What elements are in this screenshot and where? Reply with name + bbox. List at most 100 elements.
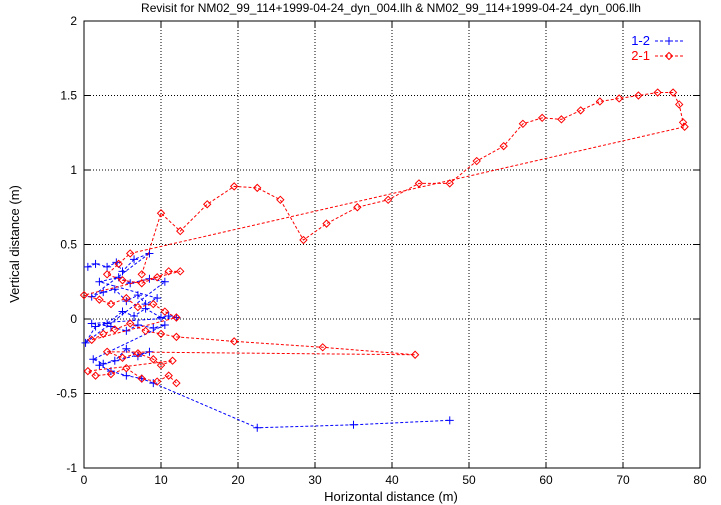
data-point — [149, 355, 158, 364]
data-point — [102, 270, 112, 279]
data-point — [157, 313, 165, 322]
data-point — [322, 219, 331, 228]
data-point — [137, 374, 146, 383]
data-point — [156, 360, 166, 370]
data-point — [83, 262, 92, 271]
x-tick-label: 70 — [616, 473, 630, 487]
series-1-2 — [81, 249, 454, 432]
data-point — [152, 273, 162, 282]
data-point — [678, 118, 688, 127]
data-point — [499, 141, 508, 151]
data-point — [110, 285, 119, 294]
data-point — [164, 267, 173, 276]
series-2-1 — [79, 88, 689, 388]
x-tick-label: 40 — [385, 473, 399, 487]
data-point — [118, 353, 127, 362]
data-point — [125, 319, 135, 328]
data-point — [110, 325, 120, 334]
y-tick-label: 0.5 — [60, 238, 77, 252]
data-point — [87, 335, 96, 345]
data-point — [99, 359, 108, 368]
x-tick-label: 0 — [81, 473, 88, 487]
data-point — [164, 371, 173, 380]
data-point — [95, 277, 104, 286]
data-point — [91, 259, 100, 268]
data-point — [576, 106, 585, 115]
data-point — [122, 293, 131, 303]
data-point — [172, 313, 181, 322]
legend-marker — [664, 51, 674, 61]
series-layer — [79, 88, 689, 432]
data-point — [95, 295, 104, 304]
data-point — [122, 363, 131, 373]
data-point — [229, 182, 239, 191]
data-point — [410, 350, 420, 359]
data-point — [122, 344, 131, 353]
data-point — [634, 91, 643, 100]
data-point — [537, 113, 547, 123]
data-point — [353, 203, 362, 212]
data-point — [349, 420, 358, 429]
data-point — [95, 361, 104, 370]
ticks: 0 10 20 30 40 50 60 70 80 -1 -0.5 0 0.5 1 1.5 2 — [56, 14, 707, 487]
data-point — [103, 262, 112, 271]
data-point — [118, 267, 127, 276]
data-point — [130, 312, 139, 321]
data-point — [160, 307, 170, 316]
y-tick-label: 1 — [70, 163, 77, 177]
x-axis-title: Horizontal distance (m) — [324, 489, 458, 504]
data-point — [114, 259, 123, 269]
data-point — [110, 356, 119, 365]
data-point — [168, 356, 177, 365]
data-point — [87, 319, 96, 328]
data-point — [81, 338, 90, 347]
data-point — [557, 115, 566, 124]
data-point — [106, 369, 116, 379]
data-point — [133, 291, 142, 300]
series-line — [82, 92, 686, 384]
data-point — [160, 277, 169, 286]
legend-label: 1-2 — [631, 33, 650, 48]
data-point — [253, 423, 262, 432]
data-point — [133, 349, 143, 358]
data-point — [383, 195, 393, 205]
data-point — [653, 88, 662, 97]
data-point — [614, 94, 624, 103]
data-point — [137, 374, 146, 383]
data-point — [153, 294, 162, 303]
data-point — [99, 288, 108, 297]
legend: 1-22-1 — [631, 33, 683, 63]
data-point — [202, 200, 212, 209]
data-point — [149, 323, 158, 332]
data-point — [276, 195, 285, 205]
data-point — [149, 299, 158, 309]
data-point — [156, 209, 166, 218]
data-point — [176, 267, 185, 276]
data-point — [125, 249, 135, 258]
data-point — [253, 183, 262, 193]
data-point — [141, 326, 150, 336]
data-point — [118, 276, 127, 285]
plot-frame — [83, 20, 701, 469]
x-tick-label: 50 — [462, 473, 476, 487]
data-point — [595, 97, 605, 106]
data-point — [229, 337, 239, 346]
data-point — [299, 235, 308, 245]
data-point — [668, 88, 678, 97]
data-point — [106, 299, 116, 309]
data-point — [137, 270, 146, 279]
data-point — [172, 332, 181, 342]
series-line — [85, 252, 450, 429]
data-point — [79, 290, 89, 300]
data-point — [445, 416, 454, 425]
data-point — [91, 371, 100, 380]
grid — [84, 21, 700, 468]
data-point — [172, 378, 181, 388]
data-point — [83, 366, 93, 376]
data-point — [102, 347, 112, 356]
data-point — [137, 279, 146, 288]
data-point — [99, 329, 108, 339]
y-tick-label: 0 — [70, 312, 77, 326]
y-tick-label: -0.5 — [56, 387, 77, 401]
data-point — [445, 179, 454, 188]
